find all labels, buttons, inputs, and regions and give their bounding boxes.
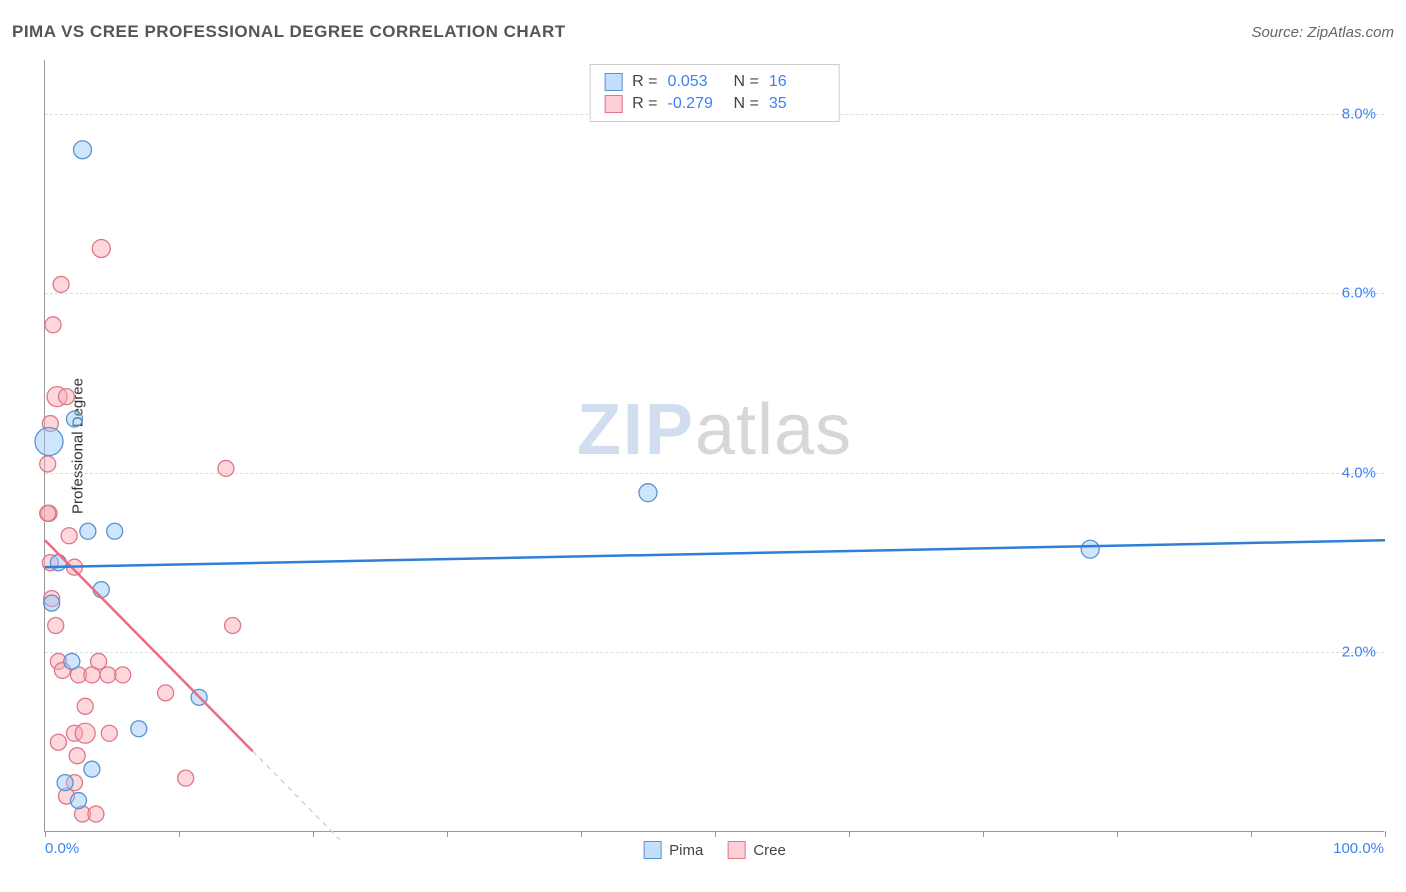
- trend-line-pima: [45, 540, 1385, 567]
- scatter-point-pima: [80, 523, 96, 539]
- stats-r-label: R =: [632, 95, 657, 113]
- scatter-point-cree: [101, 725, 117, 741]
- x-tick: [715, 831, 716, 837]
- scatter-point-pima: [57, 775, 73, 791]
- x-tick: [1385, 831, 1386, 837]
- scatter-point-pima: [44, 595, 60, 611]
- scatter-point-pima: [107, 523, 123, 539]
- scatter-point-pima: [50, 555, 66, 571]
- chart-header: PIMA VS CREE PROFESSIONAL DEGREE CORRELA…: [12, 22, 1394, 42]
- stats-n-value: 35: [769, 95, 825, 113]
- x-tick: [179, 831, 180, 837]
- scatter-point-cree: [218, 460, 234, 476]
- chart-plot-area: ZIPatlas 2.0%4.0%6.0%8.0% R =0.053N =16R…: [44, 60, 1384, 832]
- x-axis-max-label: 100.0%: [1333, 840, 1384, 857]
- legend-label: Cree: [753, 842, 786, 859]
- scatter-point-cree: [40, 505, 56, 521]
- scatter-point-cree: [75, 723, 95, 743]
- x-tick: [447, 831, 448, 837]
- stats-row: R = -0.279 N = 35: [604, 93, 825, 115]
- scatter-point-pima: [639, 484, 657, 502]
- legend-swatch: [727, 841, 745, 859]
- scatter-point-cree: [84, 667, 100, 683]
- scatter-point-pima: [71, 793, 87, 809]
- x-tick: [1251, 831, 1252, 837]
- stats-n-label: N =: [734, 95, 759, 113]
- trend-line-cree-dashed: [253, 751, 340, 839]
- x-tick: [313, 831, 314, 837]
- x-tick: [849, 831, 850, 837]
- stats-n-value: 16: [769, 73, 825, 91]
- legend-label: Pima: [669, 842, 703, 859]
- legend-item: Cree: [727, 841, 786, 859]
- scatter-point-cree: [40, 456, 56, 472]
- x-tick: [983, 831, 984, 837]
- chart-title: PIMA VS CREE PROFESSIONAL DEGREE CORRELA…: [12, 22, 566, 42]
- legend-swatch: [643, 841, 661, 859]
- scatter-point-cree: [92, 240, 110, 258]
- scatter-point-cree: [45, 317, 61, 333]
- stats-r-value: 0.053: [668, 73, 724, 91]
- trend-line-cree: [45, 540, 253, 751]
- x-axis-min-label: 0.0%: [45, 840, 79, 857]
- scatter-point-pima: [66, 411, 82, 427]
- scatter-point-cree: [58, 389, 74, 405]
- scatter-point-cree: [158, 685, 174, 701]
- legend-swatch: [604, 95, 622, 113]
- scatter-point-pima: [35, 428, 63, 456]
- scatter-point-cree: [77, 698, 93, 714]
- scatter-point-pima: [64, 653, 80, 669]
- chart-source: Source: ZipAtlas.com: [1251, 24, 1394, 41]
- scatter-point-pima: [131, 721, 147, 737]
- scatter-point-pima: [1081, 540, 1099, 558]
- scatter-point-cree: [48, 618, 64, 634]
- scatter-svg: [45, 60, 1384, 831]
- x-tick: [45, 831, 46, 837]
- legend-swatch: [604, 73, 622, 91]
- scatter-point-pima: [74, 141, 92, 159]
- stats-row: R = 0.053 N = 16: [604, 71, 825, 93]
- scatter-point-cree: [100, 667, 116, 683]
- scatter-point-cree: [178, 770, 194, 786]
- stats-r-label: R =: [632, 73, 657, 91]
- scatter-point-cree: [225, 618, 241, 634]
- scatter-point-cree: [115, 667, 131, 683]
- scatter-point-cree: [69, 748, 85, 764]
- x-tick: [1117, 831, 1118, 837]
- scatter-point-pima: [93, 582, 109, 598]
- stats-legend-box: R = 0.053 N = 16 R = -0.279 N = 35: [589, 64, 840, 122]
- scatter-point-cree: [53, 276, 69, 292]
- scatter-point-cree: [50, 734, 66, 750]
- legend-item: Pima: [643, 841, 703, 859]
- scatter-point-pima: [84, 761, 100, 777]
- stats-n-label: N =: [734, 73, 759, 91]
- x-tick: [581, 831, 582, 837]
- stats-r-value: -0.279: [668, 95, 724, 113]
- scatter-point-cree: [88, 806, 104, 822]
- legend-bottom: Pima Cree: [643, 841, 786, 859]
- scatter-point-cree: [61, 528, 77, 544]
